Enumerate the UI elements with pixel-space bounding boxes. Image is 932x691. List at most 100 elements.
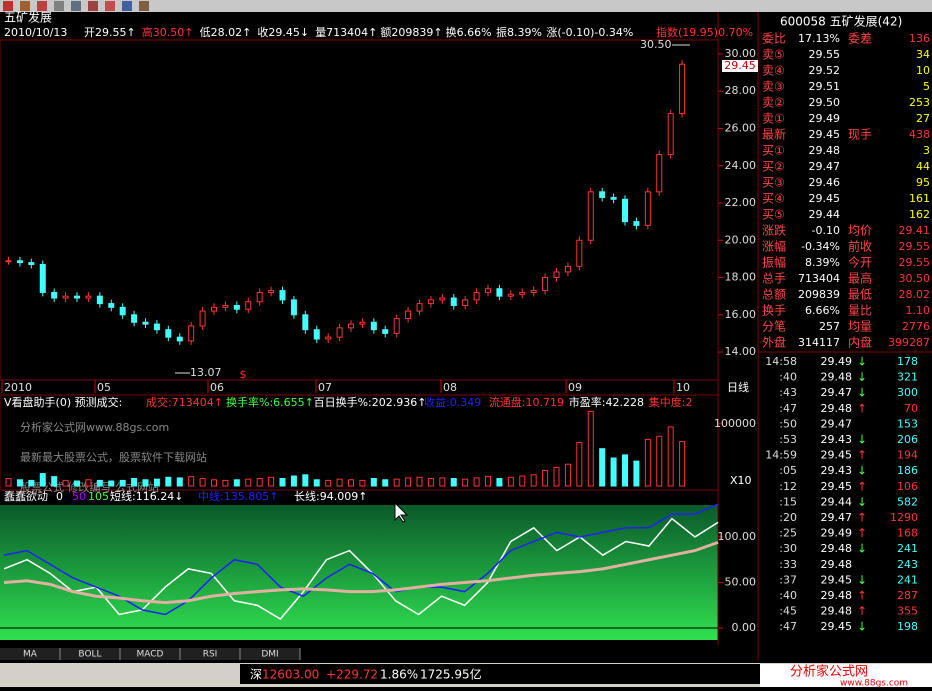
quote-label: 总额: [762, 288, 786, 302]
quote-value: 28.02: [899, 288, 931, 301]
quote-volume: 27: [916, 112, 930, 125]
tick-volume: 355: [897, 605, 918, 618]
quote-value: 1.10: [906, 304, 931, 317]
tick-time: :45: [779, 605, 797, 618]
volume-bar: [393, 478, 400, 487]
quote-label: 卖①: [762, 112, 785, 126]
tick-price: 29.49: [821, 527, 853, 540]
period-label: 日线: [727, 380, 749, 394]
cursor: [394, 501, 409, 523]
quote-value: 209839: [798, 288, 840, 301]
tab[interactable]: MACD: [137, 650, 164, 660]
tab[interactable]: MA: [23, 650, 38, 660]
volume-bar: [405, 477, 412, 487]
quote-value: 257: [819, 320, 840, 333]
tab[interactable]: DMI: [261, 650, 278, 660]
quote-value: 29.45: [809, 128, 841, 141]
candle: [473, 291, 480, 301]
tick-arrow: ↓: [857, 542, 867, 556]
volume-bar: [313, 479, 320, 487]
header-field: 振8.39%: [496, 25, 542, 39]
quote-volume: 161: [909, 192, 930, 205]
tick-price: 29.47: [821, 511, 853, 524]
volume-bar: [39, 473, 46, 487]
tick-volume: 243: [897, 558, 918, 571]
volume-bar: [165, 476, 172, 487]
candle: [496, 288, 503, 297]
y-tick-label: 16.00: [725, 308, 757, 321]
quote-label: 卖③: [762, 80, 785, 94]
candle: [416, 303, 423, 312]
y-tick-label: 14.00: [725, 345, 757, 358]
quote-value: 399287: [888, 336, 930, 349]
quote-label: 外盘: [762, 335, 786, 350]
tab[interactable]: BOLL: [78, 650, 101, 660]
tick-time: :50: [779, 417, 797, 430]
volume-bar: [679, 441, 686, 487]
tick-time: :53: [779, 433, 797, 446]
candle: [39, 263, 46, 293]
tick-volume: 70: [904, 402, 918, 415]
indicator-legend: 中线:135.805↑: [198, 489, 278, 503]
scale-label: X10: [730, 474, 752, 487]
candle: [108, 303, 115, 308]
quote-label: 振幅: [762, 255, 786, 270]
y-tick-label: 100000: [714, 417, 756, 430]
quote-label: 换手: [762, 304, 786, 318]
tick-arrow: ↓: [857, 573, 867, 587]
volume-field: 集中度:2: [649, 395, 693, 409]
tick-arrow: ↑: [857, 479, 867, 493]
tab[interactable]: RSI: [203, 650, 218, 660]
candle: [336, 327, 343, 338]
header-field: 开29.55↑: [84, 26, 136, 39]
volume-bar: [542, 469, 549, 487]
tick-price: 29.45: [821, 449, 853, 462]
quote-volume: 5: [923, 80, 930, 93]
tick-arrow: ↓: [857, 464, 867, 478]
volume-bar: [96, 479, 103, 487]
volume-bar: [5, 478, 12, 487]
candle: [211, 306, 217, 312]
tick-price: 29.47: [821, 417, 853, 430]
candle: [302, 314, 309, 331]
quote-volume: 3: [923, 144, 930, 157]
tick-time: :47: [779, 402, 797, 415]
tick-arrow: ↓: [857, 495, 867, 509]
tick-arrow: ↑: [857, 526, 867, 540]
volume-bar: [553, 466, 560, 487]
logo-url: www.88gs.com: [840, 679, 908, 688]
candle: [176, 336, 183, 342]
header-field: 2010/10/13: [4, 26, 67, 39]
quote-price: 29.45: [809, 192, 841, 205]
volume-bar: [211, 479, 217, 487]
volume-bar: [176, 477, 183, 487]
status-change: +229.72: [326, 668, 378, 682]
indicator-param: 50: [72, 490, 86, 503]
candle: [62, 295, 69, 299]
tick-price: 29.48: [821, 402, 853, 415]
status-amount: 1725.95亿: [420, 667, 482, 682]
candle: [507, 293, 514, 297]
quote-label: 前收: [848, 239, 872, 254]
quote-label: 现手: [848, 128, 872, 142]
date-label: 05: [97, 381, 111, 394]
quote-label: 买①: [762, 144, 785, 158]
tick-volume: 186: [897, 464, 918, 477]
quote-label: 分笔: [762, 319, 786, 334]
last-price-tag: 29.45: [724, 59, 756, 72]
volume-bar: [279, 478, 286, 487]
date-label: 06: [210, 381, 224, 394]
tick-price: 29.48: [821, 589, 853, 602]
quote-value: 713404: [798, 272, 840, 285]
tick-price: 29.47: [821, 386, 853, 399]
indicator-legend: 短线:116.24↓: [110, 489, 183, 503]
volume-bar: [108, 480, 115, 487]
tick-price: 29.48: [821, 542, 853, 555]
logo-bg: [760, 664, 932, 687]
candle: [644, 191, 651, 226]
tick-time: :25: [779, 527, 797, 540]
volume-bar: [142, 479, 149, 487]
y-tick-label: 28.00: [725, 84, 757, 97]
tick-price: 29.43: [821, 433, 853, 446]
tick-volume: 241: [897, 573, 918, 586]
